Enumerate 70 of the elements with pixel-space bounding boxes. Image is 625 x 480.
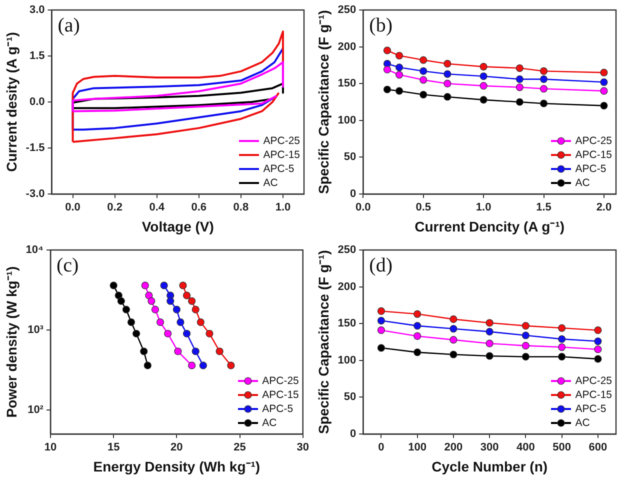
- annotation: (d): [369, 254, 392, 276]
- y-tick-label: 150: [338, 78, 356, 90]
- legend-label: APC-15: [575, 388, 612, 402]
- legend-label: APC-25: [575, 134, 612, 148]
- y-tick-label: 150: [338, 318, 356, 330]
- x-tick-label: 200: [444, 442, 463, 454]
- y-tick-label: 200: [338, 40, 356, 53]
- x-tick-label: 1.5: [536, 202, 552, 214]
- legend-label: APC-5: [262, 402, 294, 416]
- y-tick-label: 10³: [28, 324, 44, 336]
- legend-label: APC-15: [263, 148, 300, 162]
- legend-label: APC-5: [263, 162, 294, 176]
- x-tick-label: 100: [408, 442, 427, 454]
- x-tick-label: 0.4: [149, 202, 166, 214]
- y-tick-label: 1.5: [29, 50, 45, 62]
- x-tick-label: 0.2: [107, 202, 122, 214]
- y-axis-title: Specific Capacitance (F g⁻¹): [315, 10, 332, 194]
- y-axis-title: Power density (W kg⁻¹): [3, 266, 20, 418]
- legend-label: AC: [262, 416, 277, 430]
- y-tick-label: 200: [338, 280, 356, 293]
- x-tick-label: 0.8: [233, 202, 249, 214]
- legend-label: APC-5: [575, 402, 606, 416]
- x-tick-label: 300: [480, 442, 499, 454]
- y-tick-label: -3.0: [26, 188, 45, 200]
- x-tick-label: 15: [107, 442, 120, 454]
- x-tick-label: 0.6: [191, 202, 207, 214]
- x-axis-title: Current Dencity (A g⁻¹): [414, 218, 565, 234]
- y-tick-label: 0.0: [29, 96, 45, 108]
- x-tick-label: 1.0: [275, 202, 291, 214]
- x-tick-label: 500: [552, 442, 571, 454]
- y-tick-label: 100: [338, 114, 356, 126]
- x-tick-label: 25: [234, 442, 246, 454]
- annotation: (c): [56, 254, 79, 276]
- annotation: (b): [369, 14, 392, 36]
- y-tick-label: 50: [344, 391, 356, 404]
- y-axis-title: Specific Capacitance (F g⁻¹): [315, 250, 332, 434]
- y-axis-title: Current desity (A g⁻¹): [3, 32, 20, 172]
- legend-label: APC-15: [575, 148, 612, 162]
- x-tick-label: 20: [170, 442, 183, 454]
- legend-label: APC-25: [575, 374, 612, 388]
- y-tick-label: 3.0: [29, 4, 45, 16]
- y-tick-label: -1.5: [26, 142, 45, 154]
- x-tick-label: 400: [516, 442, 535, 454]
- legend-label: APC-5: [575, 162, 606, 176]
- annotation: (a): [58, 14, 80, 36]
- legend-label: AC: [575, 176, 590, 190]
- x-tick-label: 0: [378, 442, 384, 454]
- legend-label: APC-25: [262, 374, 299, 388]
- y-tick-label: 100: [338, 354, 356, 366]
- x-tick-label: 30: [296, 442, 310, 454]
- y-tick-label: 0: [350, 428, 356, 440]
- y-tick-label: 250: [338, 244, 356, 256]
- x-tick-label: 600: [588, 442, 608, 454]
- x-tick-label: 10: [44, 442, 57, 454]
- x-tick-label: 0.5: [416, 202, 432, 214]
- legend-label: APC-25: [263, 134, 300, 148]
- y-tick-label: 50: [344, 151, 356, 164]
- x-axis-title: Cycle Number (n): [432, 458, 548, 474]
- x-tick-label: 2.0: [596, 202, 612, 214]
- legend-label: AC: [575, 416, 590, 430]
- y-tick-label: 250: [338, 4, 356, 16]
- x-tick-label: 1.0: [476, 202, 492, 214]
- x-axis-title: Energy Density (Wh kg⁻¹): [93, 458, 260, 474]
- y-tick-label: 10⁴: [26, 244, 44, 256]
- y-tick-label: 0: [350, 188, 356, 200]
- y-tick-label: 10²: [28, 404, 44, 416]
- x-axis-title: Voltage (V): [142, 218, 214, 234]
- legend-label: APC-15: [262, 388, 299, 402]
- legend-label: AC: [263, 176, 278, 190]
- x-tick-label: 0.0: [65, 202, 80, 214]
